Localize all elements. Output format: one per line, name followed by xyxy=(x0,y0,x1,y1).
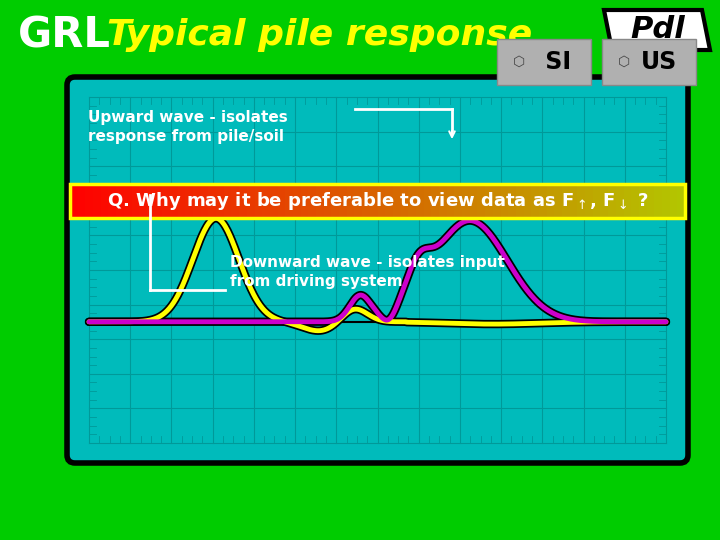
Bar xyxy=(139,184,148,218)
Bar xyxy=(339,184,348,218)
Bar xyxy=(608,184,617,218)
Bar xyxy=(562,184,571,218)
Bar xyxy=(347,184,356,218)
Bar xyxy=(132,184,140,218)
Bar xyxy=(193,184,202,218)
FancyBboxPatch shape xyxy=(497,39,591,85)
Text: GRL: GRL xyxy=(18,14,111,56)
Bar xyxy=(678,184,686,218)
Bar xyxy=(554,184,563,218)
Bar xyxy=(224,184,233,218)
Bar xyxy=(577,184,586,218)
Bar xyxy=(254,184,264,218)
Bar xyxy=(247,184,256,218)
Bar xyxy=(116,184,125,218)
Text: Pdl: Pdl xyxy=(631,16,685,44)
Bar xyxy=(500,184,509,218)
Bar xyxy=(78,184,86,218)
Bar xyxy=(462,184,471,218)
Bar xyxy=(662,184,670,218)
Bar xyxy=(354,184,363,218)
Bar xyxy=(654,184,663,218)
Bar xyxy=(239,184,248,218)
Bar xyxy=(185,184,194,218)
Text: ⬡: ⬡ xyxy=(618,55,630,69)
Bar xyxy=(201,184,210,218)
Polygon shape xyxy=(604,10,710,50)
Bar xyxy=(393,184,402,218)
Text: US: US xyxy=(641,50,677,74)
Bar xyxy=(385,184,394,218)
Bar xyxy=(416,184,425,218)
Bar xyxy=(301,184,310,218)
Text: ⬡: ⬡ xyxy=(513,55,525,69)
Bar xyxy=(162,184,171,218)
Bar xyxy=(70,184,78,218)
FancyBboxPatch shape xyxy=(67,77,688,463)
Bar xyxy=(231,184,240,218)
Bar xyxy=(431,184,440,218)
Bar xyxy=(523,184,532,218)
Bar xyxy=(178,184,186,218)
Bar xyxy=(631,184,640,218)
Bar xyxy=(585,184,594,218)
Bar xyxy=(546,184,555,218)
FancyBboxPatch shape xyxy=(602,39,696,85)
Bar xyxy=(624,184,632,218)
Bar xyxy=(570,184,578,218)
Bar xyxy=(439,184,448,218)
Bar xyxy=(508,184,517,218)
Bar xyxy=(324,184,333,218)
Bar xyxy=(101,184,109,218)
Bar xyxy=(647,184,655,218)
Bar xyxy=(170,184,179,218)
Text: SI: SI xyxy=(537,50,571,74)
Bar xyxy=(639,184,647,218)
Bar xyxy=(262,184,271,218)
Bar xyxy=(270,184,279,218)
Bar xyxy=(539,184,548,218)
Bar xyxy=(492,184,502,218)
Text: Downward wave - isolates input
from driving system: Downward wave - isolates input from driv… xyxy=(230,255,505,288)
Text: Q. Why may it be preferable to view data as F$_\uparrow$, F$_\downarrow$ ?: Q. Why may it be preferable to view data… xyxy=(107,190,649,212)
Bar xyxy=(616,184,624,218)
Bar xyxy=(370,184,379,218)
Bar xyxy=(469,184,478,218)
Bar xyxy=(316,184,325,218)
Bar xyxy=(670,184,678,218)
Bar xyxy=(516,184,525,218)
Bar xyxy=(147,184,156,218)
Bar xyxy=(485,184,494,218)
Bar xyxy=(308,184,317,218)
Bar xyxy=(86,184,94,218)
Text: Upward wave - isolates
response from pile/soil: Upward wave - isolates response from pil… xyxy=(88,110,288,144)
Bar xyxy=(408,184,417,218)
Bar xyxy=(454,184,463,218)
Bar xyxy=(446,184,455,218)
Bar xyxy=(362,184,371,218)
Bar xyxy=(285,184,294,218)
Bar xyxy=(331,184,340,218)
Bar xyxy=(423,184,432,218)
Bar xyxy=(400,184,409,218)
Bar xyxy=(293,184,302,218)
Bar xyxy=(377,184,386,218)
Bar xyxy=(155,184,163,218)
Bar xyxy=(477,184,486,218)
Bar xyxy=(531,184,540,218)
Bar xyxy=(93,184,102,218)
Bar xyxy=(278,184,287,218)
Bar xyxy=(208,184,217,218)
Bar xyxy=(593,184,601,218)
Bar xyxy=(216,184,225,218)
Bar xyxy=(600,184,609,218)
Bar xyxy=(109,184,117,218)
Text: Typical pile response: Typical pile response xyxy=(107,18,533,52)
Bar xyxy=(124,184,132,218)
